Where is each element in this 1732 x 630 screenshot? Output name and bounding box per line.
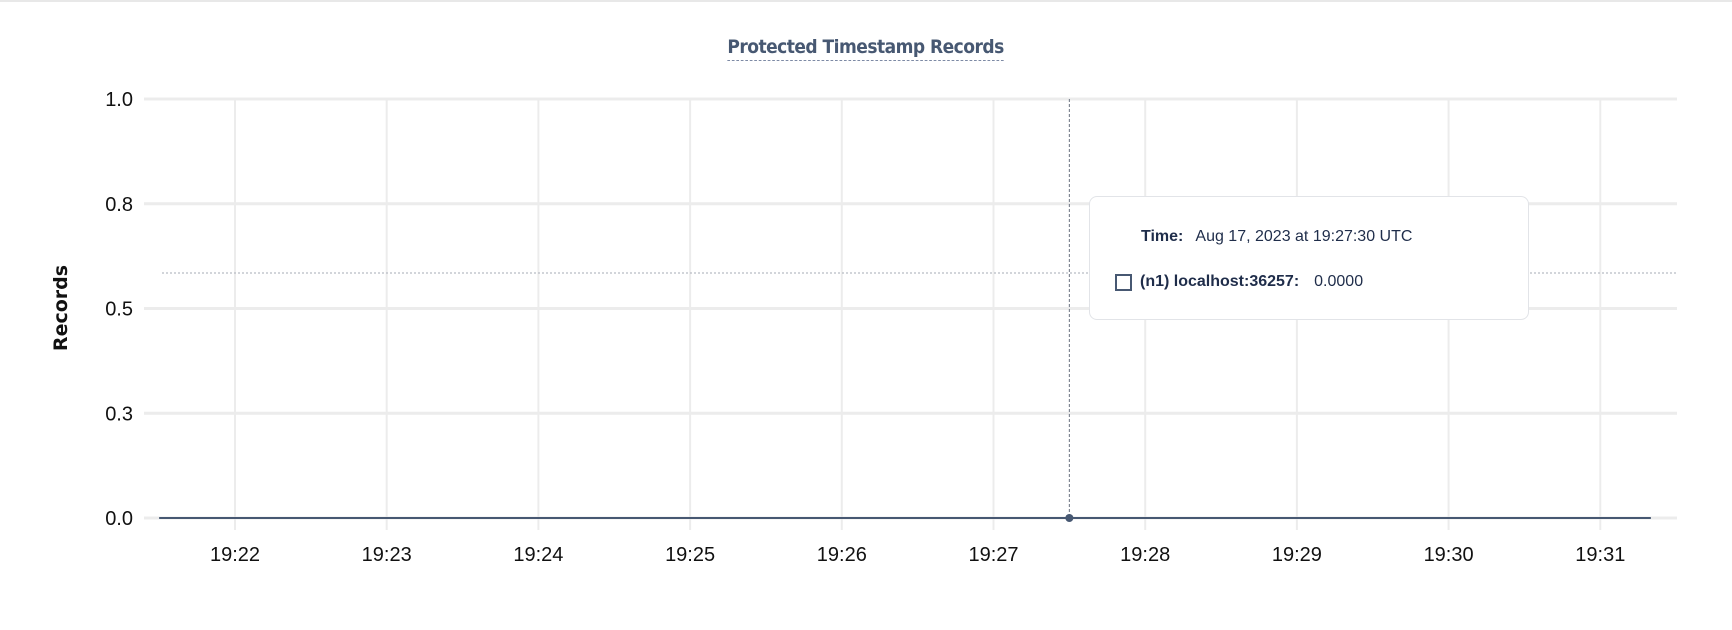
- tooltip-series-value: 0.0000: [1314, 273, 1364, 290]
- x-tick-label: 19:22: [210, 544, 260, 566]
- tooltip-time-label: Time:: [1141, 228, 1184, 245]
- x-tick-label: 19:26: [817, 544, 867, 566]
- x-tick-label: 19:31: [1575, 544, 1625, 566]
- tooltip-time-value: Aug 17, 2023 at 19:27:30 UTC: [1195, 228, 1413, 245]
- hover-point: [1065, 514, 1074, 522]
- y-tick-label: 0.5: [105, 299, 133, 321]
- x-tick-label: 19:27: [968, 544, 1018, 566]
- series-swatch-icon: [1115, 273, 1132, 291]
- chart-title[interactable]: Protected Timestamp Records: [727, 36, 1005, 61]
- x-tick-label: 19:25: [665, 544, 715, 566]
- x-tick-label: 19:28: [1120, 544, 1170, 566]
- y-tick-label: 0.3: [105, 403, 133, 425]
- tooltip-series-label: (n1) localhost:36257:: [1140, 273, 1300, 290]
- y-tick-label: 0.8: [105, 194, 133, 216]
- x-tick-label: 19:24: [513, 544, 563, 566]
- tooltip-time: Time: Aug 17, 2023 at 19:27:30 UTC: [1141, 228, 1412, 246]
- y-axis-label: Records: [50, 265, 72, 351]
- x-tick-label: 19:29: [1272, 544, 1322, 566]
- chart-title-wrap: Protected Timestamp Records: [0, 36, 1732, 61]
- x-tick-label: 19:30: [1424, 544, 1474, 566]
- y-tick-label: 1.0: [105, 89, 133, 111]
- y-tick-label: 0.0: [105, 508, 133, 530]
- tooltip-series-row: (n1) localhost:36257: 0.0000: [1115, 273, 1363, 291]
- x-tick-label: 19:23: [362, 544, 412, 566]
- hover-tooltip: Time: Aug 17, 2023 at 19:27:30 UTC (n1) l…: [1089, 196, 1529, 320]
